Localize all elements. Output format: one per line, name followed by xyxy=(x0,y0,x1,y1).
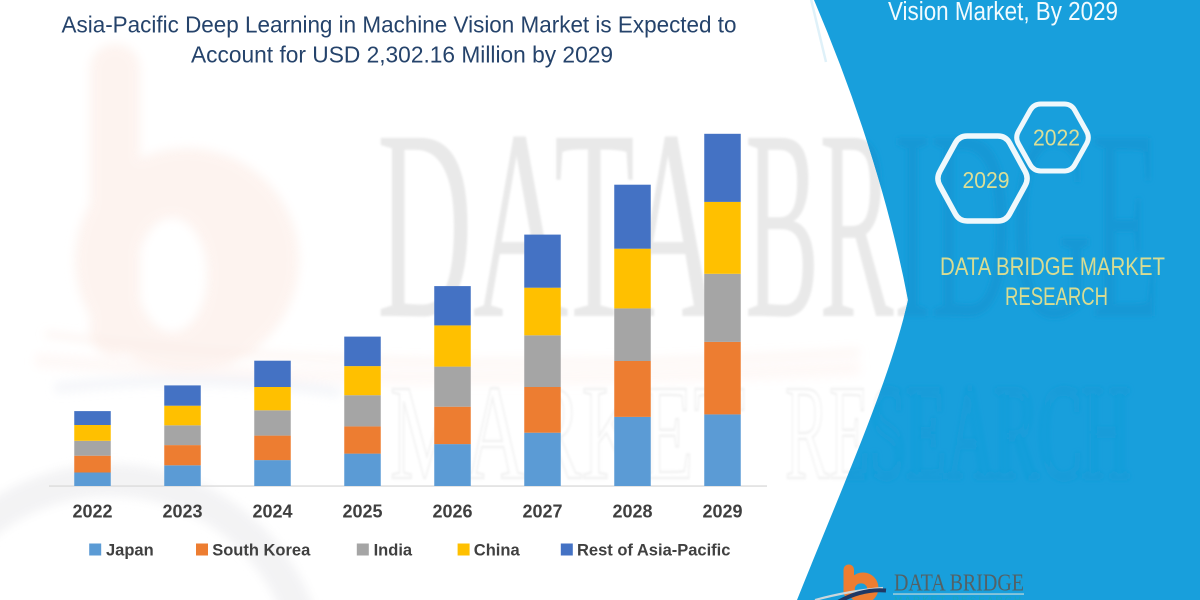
svg-text:2029: 2029 xyxy=(963,167,1010,193)
svg-text:DATA BRIDGE MARKET: DATA BRIDGE MARKET xyxy=(940,253,1165,281)
svg-text:2025: 2025 xyxy=(342,502,382,522)
svg-text:MARKET RESEARCH: MARKET RESEARCH xyxy=(894,595,1023,600)
svg-text:Rest of Asia-Pacific: Rest of Asia-Pacific xyxy=(577,542,730,560)
svg-text:India: India xyxy=(374,542,413,560)
svg-text:2022: 2022 xyxy=(1033,125,1080,151)
svg-text:2028: 2028 xyxy=(612,502,652,522)
svg-text:2024: 2024 xyxy=(252,502,292,522)
svg-text:Asia-Pacific Deep Learning in: Asia-Pacific Deep Learning in Machine Vi… xyxy=(62,11,737,37)
svg-text:Japan: Japan xyxy=(106,542,154,560)
svg-text:RESEARCH: RESEARCH xyxy=(1005,283,1108,311)
svg-text:2023: 2023 xyxy=(162,502,202,522)
svg-text:China: China xyxy=(474,542,521,560)
svg-text:2029: 2029 xyxy=(702,502,742,522)
svg-text:2027: 2027 xyxy=(522,502,562,522)
svg-text:2026: 2026 xyxy=(432,502,472,522)
svg-text:South Korea: South Korea xyxy=(212,542,311,560)
svg-text:Vision Market, By 2029: Vision Market, By 2029 xyxy=(888,0,1118,26)
svg-text:Account for USD 2,302.16 Milli: Account for USD 2,302.16 Million by 2029 xyxy=(191,41,613,67)
svg-text:DATA BRIDGE: DATA BRIDGE xyxy=(894,571,1024,597)
svg-text:2022: 2022 xyxy=(72,502,112,522)
